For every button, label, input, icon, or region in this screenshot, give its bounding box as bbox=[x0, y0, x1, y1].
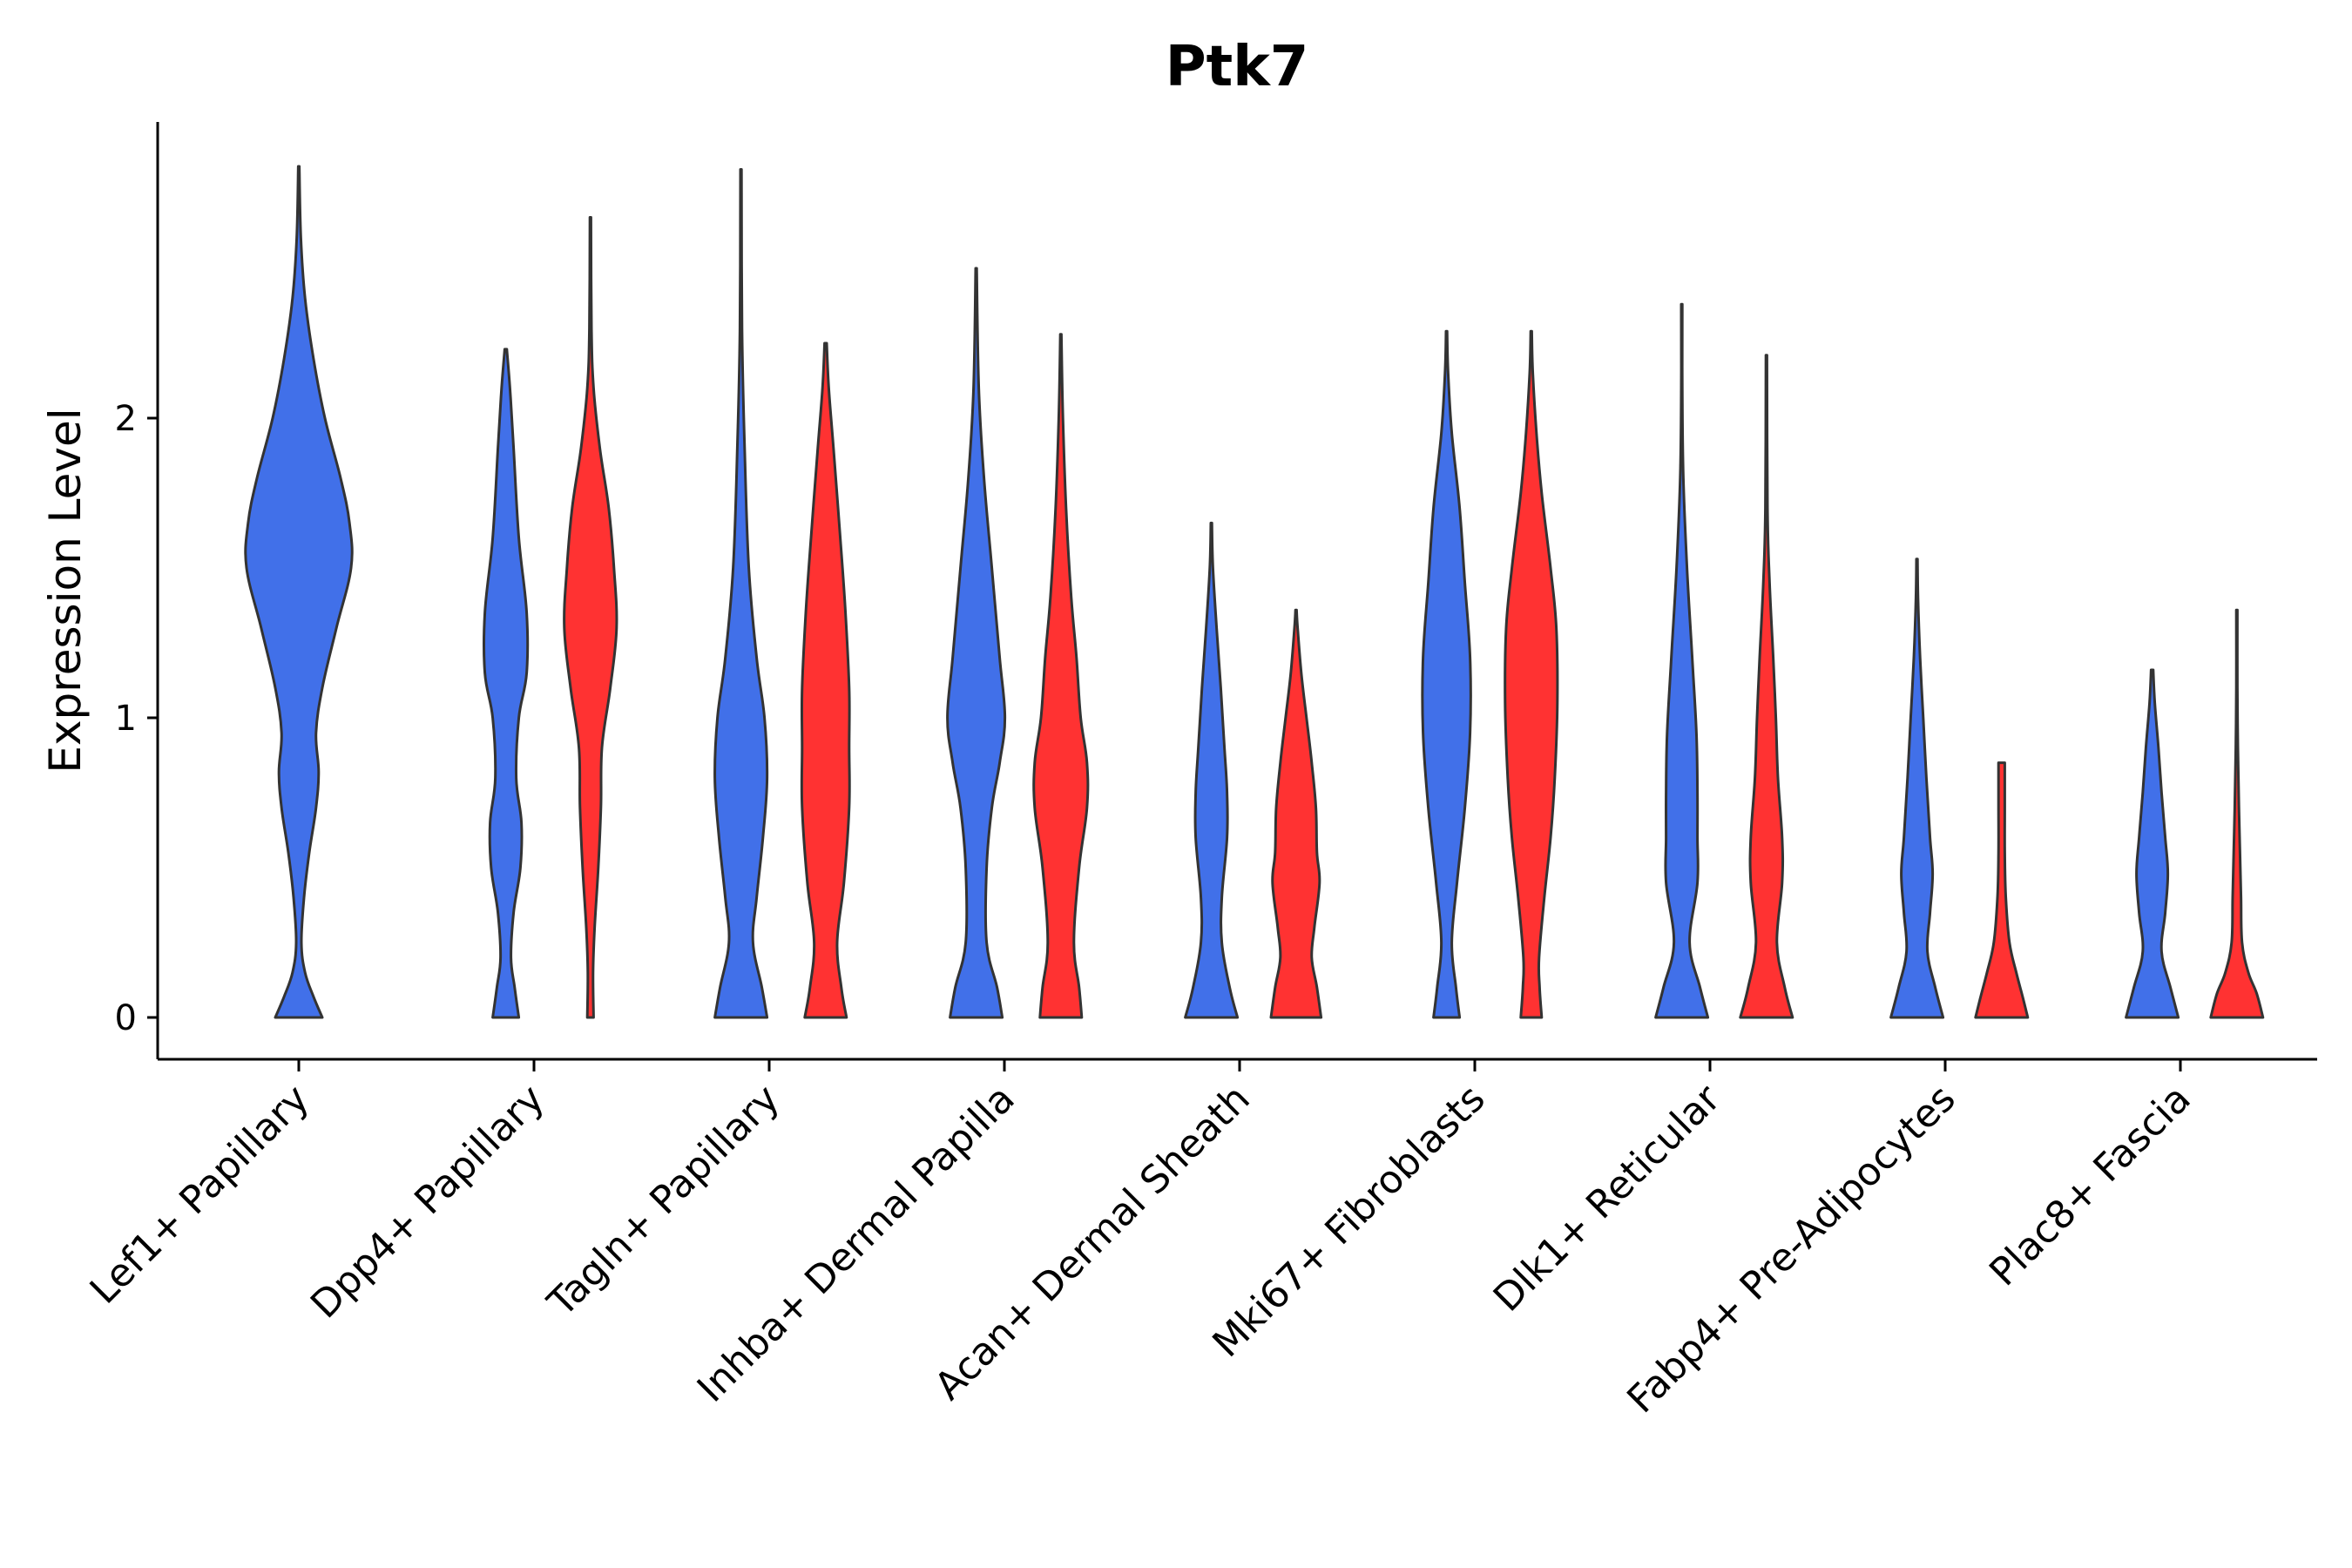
violin-4-group1 bbox=[946, 267, 1007, 1019]
chart-title: Ptk7 bbox=[1166, 35, 1309, 99]
violin-8-group2 bbox=[1974, 761, 2030, 1019]
violin-6-group2 bbox=[1504, 329, 1559, 1019]
x-tick-label: Dlk1+ Reticular bbox=[1485, 1076, 1730, 1321]
violin-group bbox=[244, 165, 2265, 1019]
axes bbox=[156, 122, 2317, 1061]
violin-7-group2 bbox=[1739, 354, 1794, 1019]
x-tick-label: Mki67+ Fibroblasts bbox=[1204, 1077, 1493, 1366]
violin-5-group1 bbox=[1184, 521, 1240, 1019]
x-tick-label: Dpp4+ Papillary bbox=[302, 1077, 553, 1328]
y-tick-label: 2 bbox=[115, 399, 137, 439]
violin-5-group2 bbox=[1269, 608, 1323, 1019]
violin-4-group2 bbox=[1032, 333, 1090, 1019]
violin-6-group1 bbox=[1421, 329, 1472, 1019]
violin-3-group1 bbox=[713, 168, 769, 1019]
violin-3-group2 bbox=[800, 341, 851, 1019]
violin-8-group1 bbox=[1889, 558, 1945, 1019]
violin-9-group2 bbox=[2209, 608, 2265, 1019]
violin-2-group2 bbox=[563, 216, 618, 1019]
violin-9-group1 bbox=[2125, 668, 2180, 1019]
violin-1-group1 bbox=[244, 165, 354, 1019]
y-tick-label: 1 bbox=[115, 699, 137, 739]
x-tick-label: Tagln+ Papillary bbox=[539, 1077, 788, 1326]
x-tick-label: Lef1+ Papillary bbox=[82, 1077, 318, 1313]
y-ticks: 0 1 2 bbox=[115, 399, 158, 1038]
violin-2-group1 bbox=[482, 348, 530, 1019]
y-tick-label: 0 bbox=[115, 998, 137, 1038]
x-tick-label: Plac8+ Fascia bbox=[1981, 1077, 2200, 1295]
y-axis-label: Expression Level bbox=[40, 408, 91, 773]
violin-7-group1 bbox=[1654, 302, 1710, 1019]
